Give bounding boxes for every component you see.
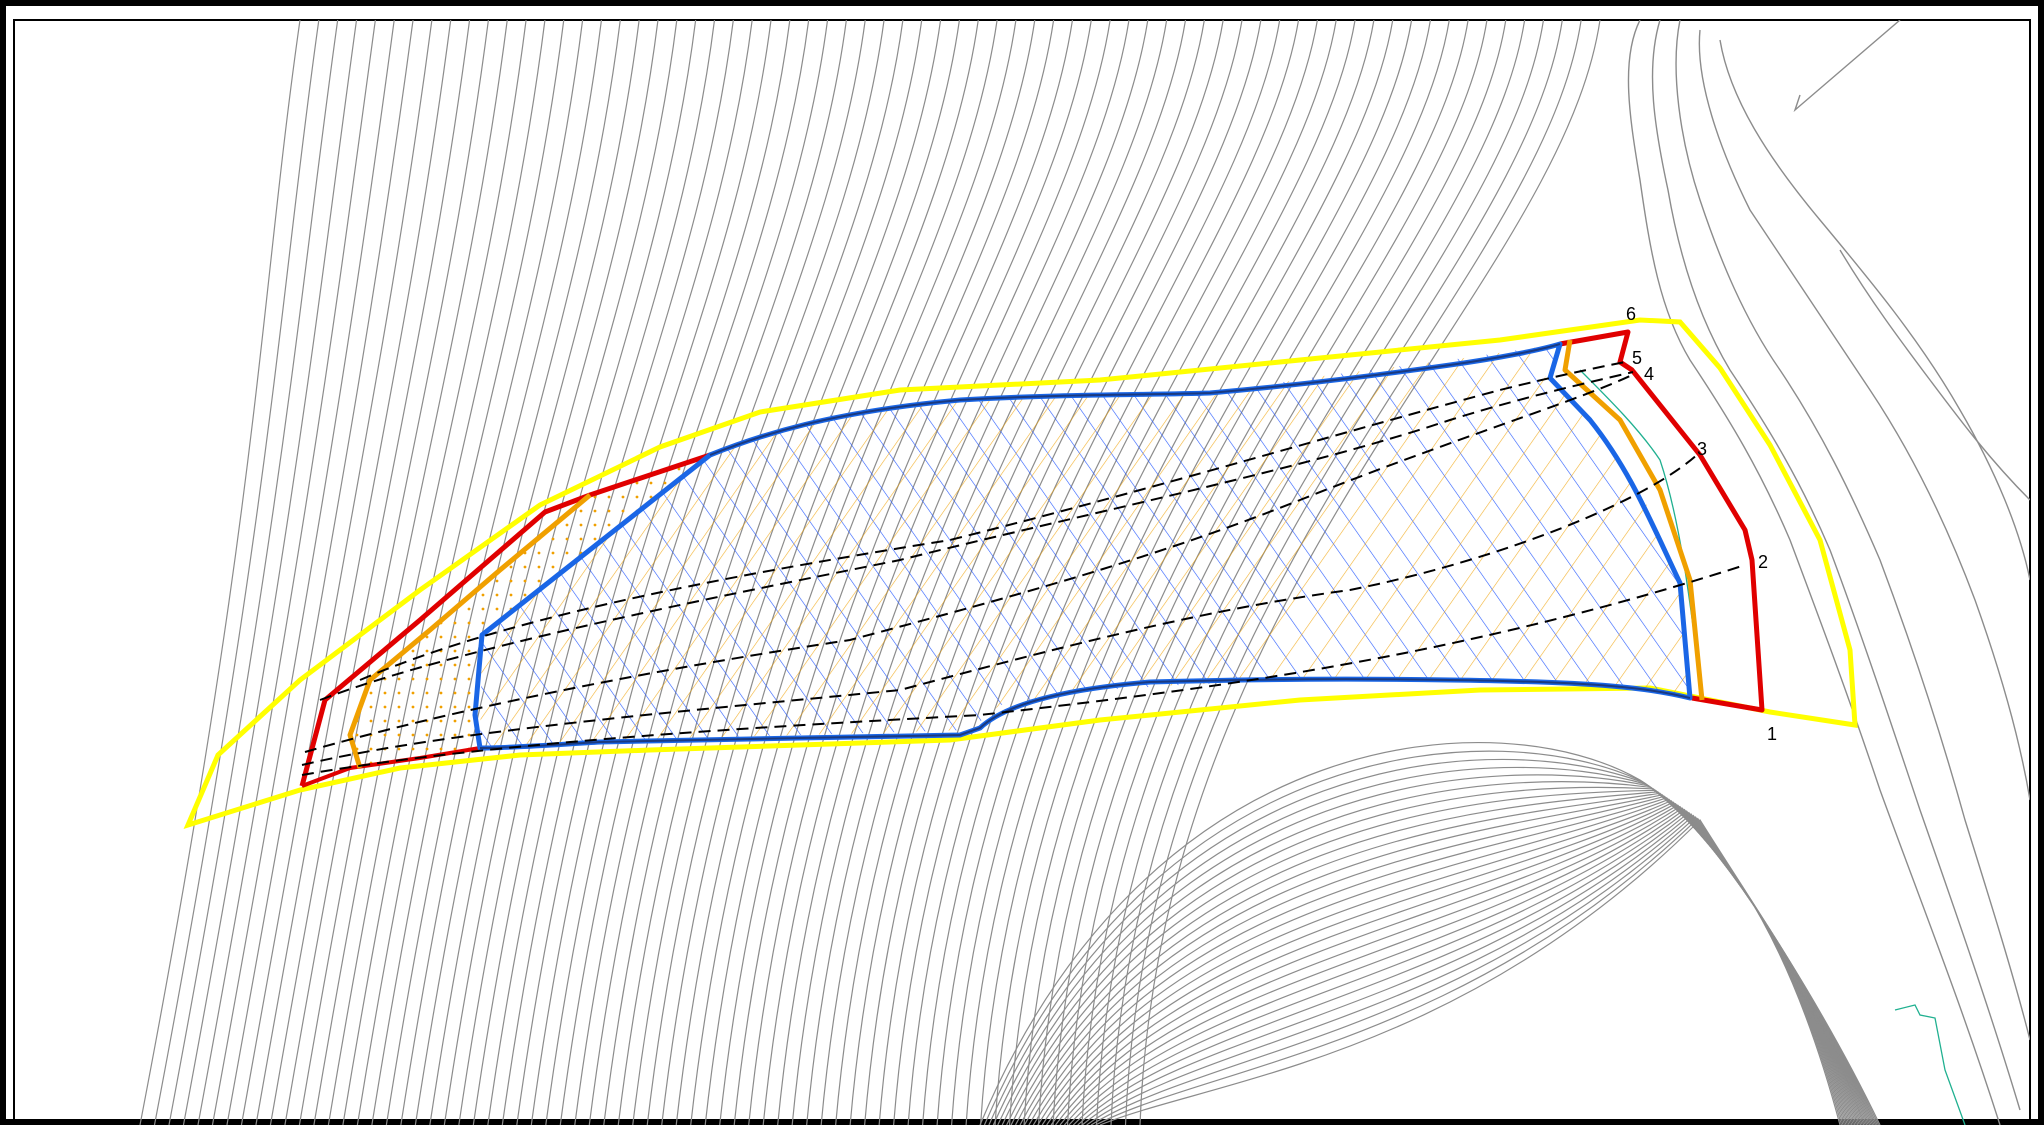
contour-line: [1081, 813, 1875, 1125]
contour-line: [429, 20, 678, 1125]
contour-line: [313, 20, 527, 1125]
contour-line: [487, 20, 753, 1125]
marker-1: 1: [1767, 724, 1777, 744]
contour-line: [1037, 798, 1860, 1125]
contour-line: [385, 20, 621, 1125]
marker-6: 6: [1626, 304, 1636, 324]
contour-line: [284, 20, 490, 1125]
orange-boundary-right: [1562, 339, 1705, 701]
contour-line: [501, 20, 772, 1125]
contour-line: [1041, 800, 1862, 1125]
outer-boundary: [183, 317, 1858, 830]
section-lines: [301, 361, 1746, 776]
inner-frame: [13, 19, 2031, 1125]
contour-line: [371, 20, 603, 1125]
contour-line: [153, 20, 320, 1125]
contour-line: [1099, 819, 1881, 1125]
contour-line: [342, 20, 565, 1125]
contour-line: [458, 20, 716, 1125]
contour-line: [400, 20, 640, 1125]
contour-line: [182, 20, 358, 1125]
marker-4: 4: [1644, 364, 1654, 384]
contour-line: [1010, 789, 1851, 1125]
contour-line: [240, 20, 433, 1125]
contour-line: [443, 20, 697, 1125]
contour-line: [997, 774, 1847, 1125]
contour-line: [1028, 795, 1857, 1125]
teal-lines: [1579, 369, 1966, 1125]
contour-line: [1046, 801, 1863, 1125]
contour-line: [356, 20, 584, 1125]
contour-line: [327, 20, 546, 1125]
orange-zone: [350, 455, 710, 768]
marker-2: 2: [1758, 552, 1768, 572]
contour-line: [139, 20, 301, 1125]
hatched-zone-cross: [480, 344, 1692, 748]
marker-5: 5: [1632, 348, 1642, 368]
red-boundary-right: [1559, 329, 1765, 713]
red-boundary: [299, 452, 711, 787]
contour-line: [168, 20, 339, 1125]
marker-3: 3: [1697, 439, 1707, 459]
contour-line: [298, 20, 508, 1125]
contour-line: [226, 20, 414, 1125]
dark-blue-outline: [479, 343, 1691, 749]
contour-line: [197, 20, 376, 1125]
contour-line: [988, 758, 1844, 1125]
contour-line: [414, 20, 659, 1125]
road-lines: [1627, 20, 2030, 1125]
section-markers: 1 2 3 4 5 6: [1626, 304, 1777, 744]
contour-line: [1006, 786, 1850, 1125]
contour-line: [211, 20, 395, 1125]
contour-line: [255, 20, 452, 1125]
contour-line: [269, 20, 471, 1125]
contour-line: [1050, 802, 1865, 1125]
contour-line: [1068, 808, 1871, 1125]
orange-boundary: [347, 493, 592, 769]
contour-line: [1072, 810, 1872, 1125]
